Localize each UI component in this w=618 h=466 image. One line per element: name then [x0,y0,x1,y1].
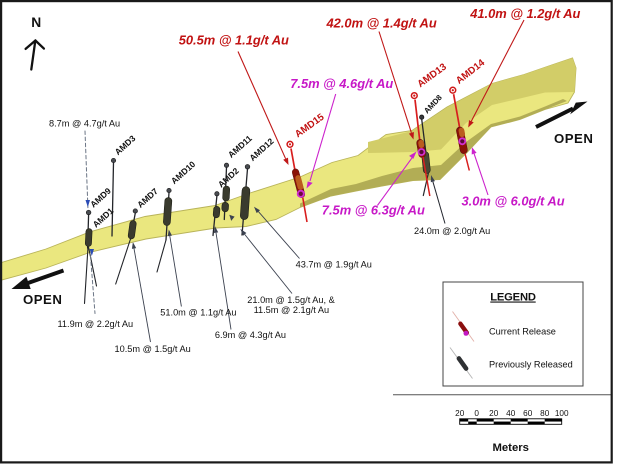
svg-text:42.0m @ 1.4g/t Au: 42.0m @ 1.4g/t Au [326,15,437,30]
svg-text:LEGEND: LEGEND [490,292,536,304]
svg-text:10.5m @ 1.5g/t Au: 10.5m @ 1.5g/t Au [115,344,191,354]
svg-text:Previously Released: Previously Released [489,360,573,370]
svg-text:20: 20 [455,409,465,418]
svg-text:N: N [31,15,41,30]
svg-text:60: 60 [523,409,533,418]
svg-text:8.7m @ 4.7g/t Au: 8.7m @ 4.7g/t Au [49,118,120,128]
svg-text:50.5m @ 1.1g/t Au: 50.5m @ 1.1g/t Au [179,33,289,48]
svg-text:OPEN: OPEN [23,292,62,307]
svg-text:6.9m @ 4.3g/t Au: 6.9m @ 4.3g/t Au [215,330,286,340]
svg-text:80: 80 [540,409,550,418]
svg-text:Meters: Meters [492,442,528,454]
svg-text:40: 40 [506,409,516,418]
svg-text:7.5m @ 6.3g/t Au: 7.5m @ 6.3g/t Au [322,203,425,218]
svg-text:Current Release: Current Release [489,327,556,337]
svg-text:100: 100 [555,409,569,418]
svg-text:OPEN: OPEN [554,131,593,146]
svg-text:20: 20 [489,409,499,418]
svg-text:11.5m @ 2.1g/t Au: 11.5m @ 2.1g/t Au [254,305,330,315]
svg-text:7.5m @ 4.6g/t Au: 7.5m @ 4.6g/t Au [290,76,393,91]
svg-text:24.0m @ 2.0g/t Au: 24.0m @ 2.0g/t Au [414,226,490,236]
svg-text:0: 0 [474,409,479,418]
svg-text:21.0m @ 1.5g/t Au, &: 21.0m @ 1.5g/t Au, & [247,295,334,305]
svg-text:3.0m @ 6.0g/t Au: 3.0m @ 6.0g/t Au [462,194,565,209]
svg-text:43.7m @ 1.9g/t Au: 43.7m @ 1.9g/t Au [296,259,372,269]
svg-text:51.0m @ 1.1g/t Au: 51.0m @ 1.1g/t Au [160,308,236,318]
svg-text:11.9m @ 2.2g/t Au: 11.9m @ 2.2g/t Au [58,319,134,329]
svg-text:41.0m @ 1.2g/t Au: 41.0m @ 1.2g/t Au [469,6,580,21]
